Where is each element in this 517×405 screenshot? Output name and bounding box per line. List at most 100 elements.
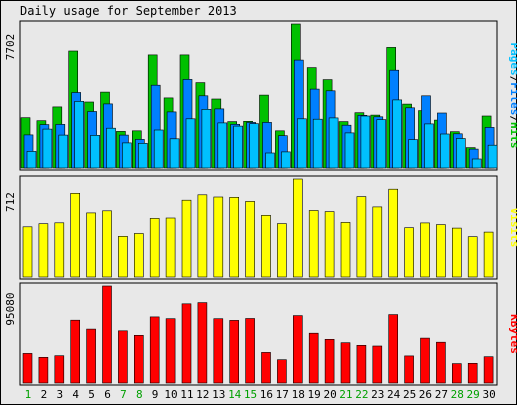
- bar-kbytes-day-8: [134, 334, 144, 384]
- bar-kbytes-day-25: [404, 355, 414, 384]
- bar-kbytes-day-16: [261, 352, 271, 384]
- bar-pages-day-6: [106, 127, 116, 169]
- x-label-day-11: 11: [180, 388, 193, 401]
- x-label-day-28: 28: [451, 388, 464, 401]
- bar-visits-day-25: [404, 227, 414, 278]
- x-label-day-15: 15: [244, 388, 257, 401]
- x-label-day-5: 5: [88, 388, 95, 401]
- bar-pages-day-8: [138, 143, 148, 169]
- bar-pages-day-14: [233, 125, 243, 169]
- bar-visits-day-27: [436, 224, 446, 278]
- bar-pages-day-5: [90, 135, 100, 169]
- bar-pages-day-4: [74, 101, 84, 169]
- x-label-day-1: 1: [25, 388, 32, 401]
- bar-visits-day-14: [229, 197, 239, 278]
- x-axis-labels: 1 2 3 4 5 6 7 8 9 10 11 12 13 14 15 16 17 18 19 20 21 22 23 24 2…: [25, 388, 496, 401]
- x-label-day-30: 30: [482, 388, 495, 401]
- bar-visits-day-30: [483, 231, 494, 278]
- bar-visits-day-12: [197, 194, 208, 278]
- x-label-day-26: 26: [419, 388, 432, 401]
- bar-visits-day-24: [388, 188, 399, 278]
- bar-pages-day-18: [296, 118, 307, 169]
- bar-kbytes-day-11: [181, 303, 192, 384]
- bar-pages-day-10: [169, 138, 180, 169]
- bar-pages-day-27: [440, 133, 450, 169]
- bar-pages-day-1: [26, 151, 37, 169]
- bar-visits-day-5: [86, 212, 96, 278]
- bar-pages-day-9: [153, 129, 164, 169]
- bar-pages-day-12: [201, 109, 212, 169]
- x-label-day-21: 21: [339, 388, 352, 401]
- panel-frame-kbytes: [19, 282, 498, 386]
- bar-kbytes-day-19: [308, 332, 319, 384]
- x-label-day-24: 24: [387, 388, 401, 401]
- x-label-day-13: 13: [212, 388, 225, 401]
- bar-visits-day-6: [102, 210, 112, 278]
- bar-pages-day-28: [455, 138, 466, 169]
- x-label-day-3: 3: [56, 388, 63, 401]
- panel-series-label-kbytes: KBytes: [508, 314, 517, 354]
- bar-kbytes-day-2: [38, 356, 49, 384]
- x-label-day-23: 23: [371, 388, 384, 401]
- bar-visits-day-23: [372, 206, 383, 278]
- bar-kbytes-day-13: [213, 318, 224, 384]
- panel-max-label-kbytes: 95080: [4, 292, 17, 325]
- bar-visits-day-18: [292, 178, 303, 278]
- bar-kbytes-day-24: [388, 314, 399, 384]
- bar-kbytes-day-12: [197, 302, 208, 384]
- bar-visits-day-1: [22, 226, 33, 278]
- bar-kbytes-day-22: [356, 344, 367, 384]
- bar-visits-day-2: [38, 223, 49, 278]
- bar-visits-day-28: [451, 227, 462, 278]
- panel-max-label-visits: 712: [4, 192, 17, 212]
- x-label-day-25: 25: [403, 388, 416, 401]
- chart-title: Daily usage for September 2013: [20, 4, 237, 18]
- bar-visits-day-10: [165, 217, 176, 278]
- label-part-3: /: [508, 115, 517, 122]
- x-label-day-10: 10: [164, 388, 177, 401]
- bar-visits-day-20: [324, 211, 335, 278]
- bar-pages-day-19: [312, 118, 323, 169]
- label-part-0: Pages: [508, 43, 517, 76]
- bar-kbytes-day-15: [245, 318, 255, 384]
- x-label-day-18: 18: [292, 388, 305, 401]
- bar-pages-day-15: [249, 123, 259, 169]
- bar-pages-day-2: [42, 128, 53, 169]
- bar-kbytes-day-21: [340, 342, 351, 384]
- bar-kbytes-day-29: [467, 362, 478, 384]
- bar-kbytes-day-26: [420, 337, 430, 384]
- bar-pages-day-26: [424, 123, 434, 169]
- bar-visits-day-9: [149, 218, 160, 278]
- x-label-day-14: 14: [228, 388, 242, 401]
- bar-kbytes-day-4: [70, 319, 80, 384]
- bar-kbytes-day-3: [54, 355, 65, 384]
- x-label-day-2: 2: [41, 388, 48, 401]
- bar-visits-day-17: [277, 223, 287, 278]
- x-label-day-19: 19: [307, 388, 320, 401]
- bar-pages-day-22: [360, 115, 371, 169]
- panel-frame-hits-files-pages: [19, 20, 498, 171]
- label-part-1: /: [508, 76, 517, 83]
- bar-pages-day-11: [185, 118, 196, 169]
- bar-kbytes-day-7: [118, 330, 128, 384]
- bar-kbytes-day-20: [324, 338, 335, 384]
- label-part-2: Files: [508, 82, 517, 115]
- x-label-day-6: 6: [104, 388, 111, 401]
- bar-kbytes-day-18: [292, 315, 303, 384]
- bar-pages-day-24: [392, 99, 403, 169]
- x-label-day-12: 12: [196, 388, 209, 401]
- bar-visits-day-22: [356, 196, 367, 278]
- bar-pages-day-23: [376, 119, 387, 169]
- panel-frame-visits: [19, 175, 498, 280]
- x-label-day-20: 20: [323, 388, 336, 401]
- bar-kbytes-day-30: [483, 356, 494, 384]
- bar-pages-day-25: [408, 139, 418, 169]
- bar-pages-day-7: [122, 142, 132, 169]
- bar-visits-day-21: [340, 222, 351, 278]
- label-part-4: Hits: [508, 122, 517, 149]
- bar-pages-day-21: [344, 132, 355, 169]
